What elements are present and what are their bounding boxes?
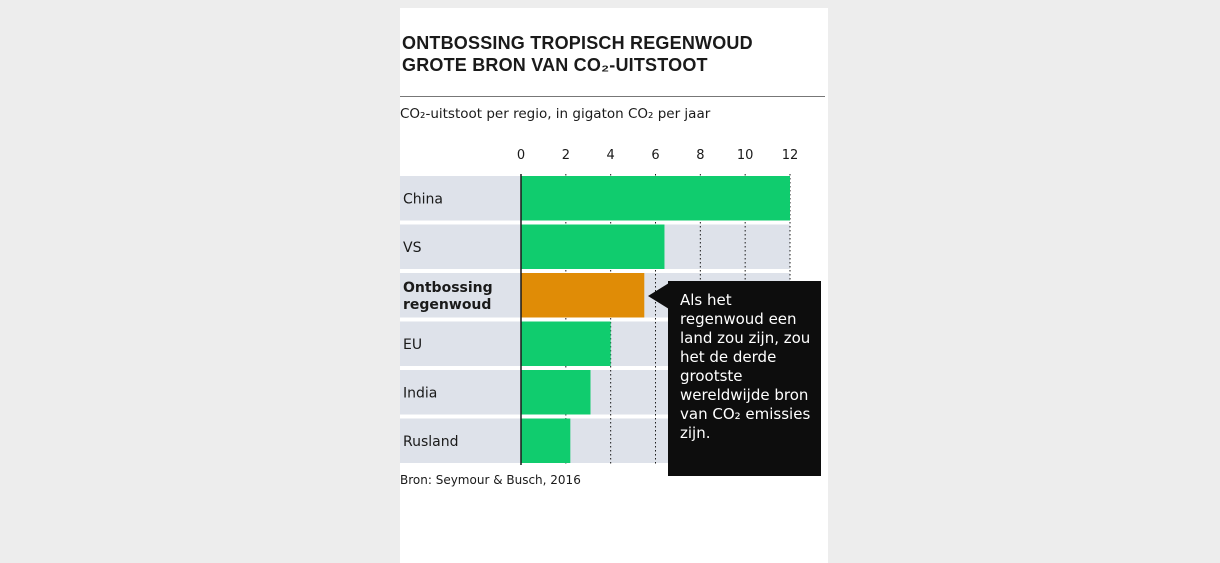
x-tick-label: 10 xyxy=(737,148,754,163)
category-label: Rusland xyxy=(403,434,459,450)
category-label: India xyxy=(403,385,437,401)
callout-box: Als het regenwoud een land zou zijn, zou… xyxy=(668,281,821,476)
category-label: VS xyxy=(403,240,422,256)
chart-subtitle: CO₂-uitstoot per regio, in gigaton CO₂ p… xyxy=(400,106,711,122)
category-label: China xyxy=(403,191,443,207)
x-tick-label: 4 xyxy=(607,148,615,163)
bar xyxy=(521,370,591,415)
x-tick-label: 12 xyxy=(782,148,799,163)
x-tick-label: 2 xyxy=(562,148,570,163)
callout-pointer xyxy=(648,283,669,309)
x-tick-label: 8 xyxy=(696,148,704,163)
chart-title: ONTBOSSING TROPISCH REGENWOUD GROTE BRON… xyxy=(402,32,822,76)
chart-title-line-2: GROTE BRON VAN CO₂-UITSTOOT xyxy=(402,55,708,75)
category-label: Ontbossing xyxy=(403,280,493,296)
x-tick-label: 0 xyxy=(517,148,525,163)
bar xyxy=(521,273,645,318)
title-divider xyxy=(400,96,825,97)
bar xyxy=(521,176,790,221)
bar xyxy=(521,224,665,269)
bar xyxy=(521,418,571,463)
chart-title-line-1: ONTBOSSING TROPISCH REGENWOUD xyxy=(402,33,753,53)
x-tick-label: 6 xyxy=(651,148,659,163)
source-note: Bron: Seymour & Busch, 2016 xyxy=(400,473,581,487)
infographic: ONTBOSSING TROPISCH REGENWOUD GROTE BRON… xyxy=(400,8,828,563)
category-label: EU xyxy=(403,337,422,353)
bar xyxy=(521,321,611,366)
category-label: regenwoud xyxy=(403,297,491,313)
